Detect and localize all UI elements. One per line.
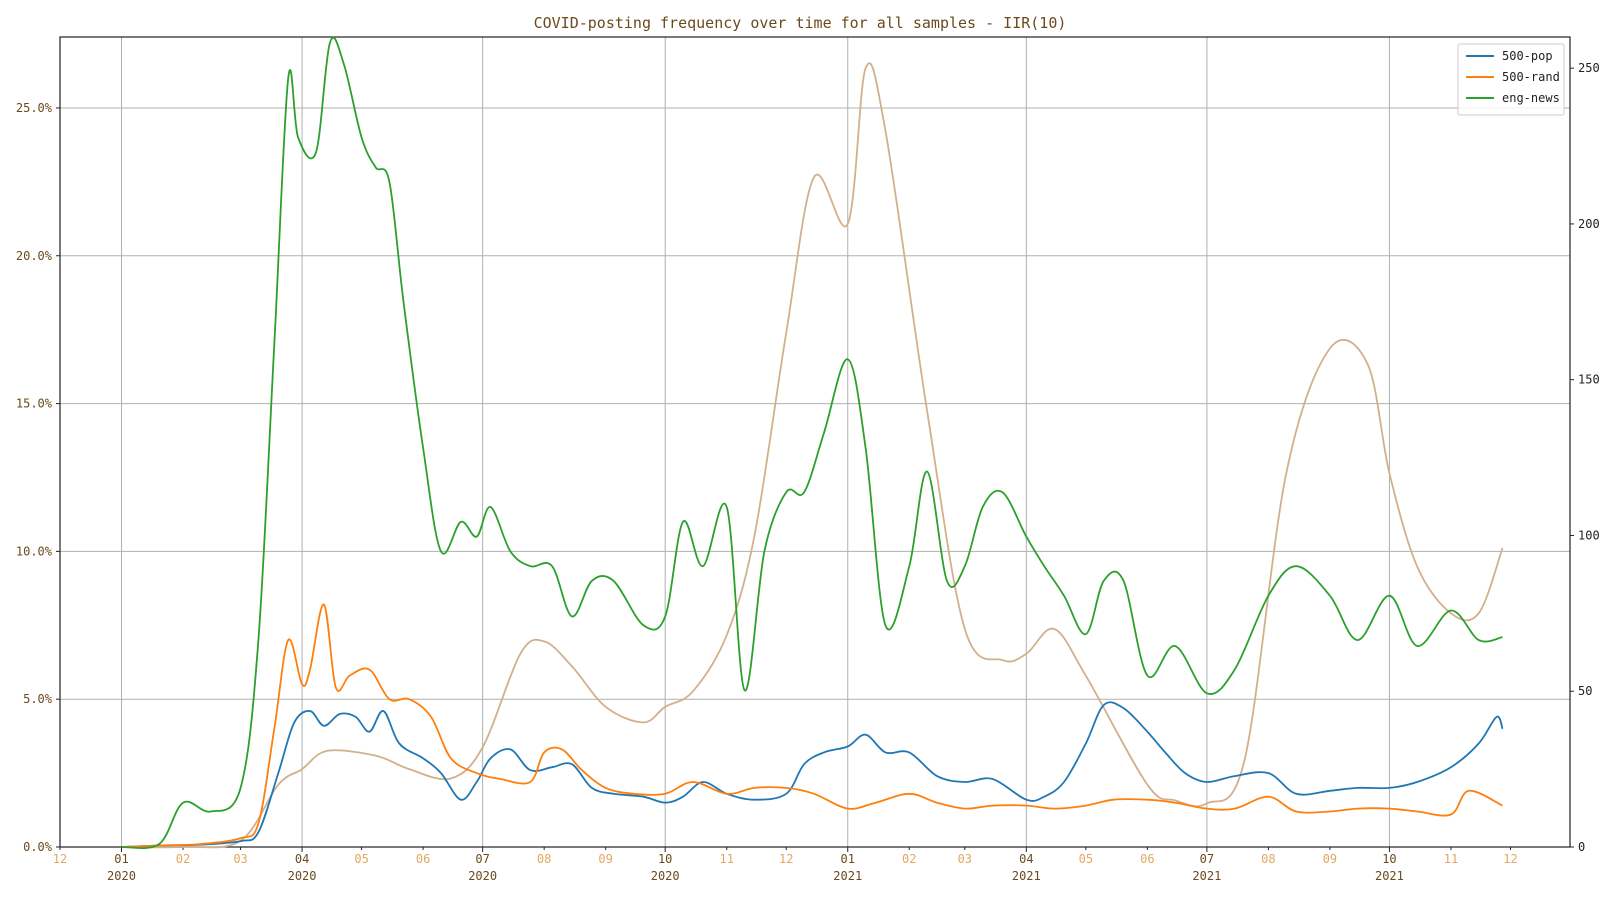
x-tick-label-year: 2021 xyxy=(1192,869,1221,883)
x-tick-label-month: 07 xyxy=(475,852,489,866)
x-minor-tick-label: 08 xyxy=(1261,852,1275,866)
y2-tick-label: 150 xyxy=(1578,373,1600,387)
y2-tick-label: 200 xyxy=(1578,217,1600,231)
x-tick-label-year: 2021 xyxy=(1012,869,1041,883)
legend-label: 500-rand xyxy=(1502,70,1560,84)
x-minor-tick-label: 05 xyxy=(1079,852,1093,866)
y-tick-label: 5.0% xyxy=(23,692,53,706)
grid xyxy=(60,37,1570,848)
legend-label: 500-pop xyxy=(1502,49,1553,63)
x-minor-tick-label: 06 xyxy=(1140,852,1154,866)
x-minor-tick-label: 05 xyxy=(354,852,368,866)
x-tick-label-month: 04 xyxy=(1019,852,1033,866)
y-tick-label: 15.0% xyxy=(16,397,53,411)
series-line-500-rand xyxy=(121,603,1503,848)
x-minor-tick-label: 12 xyxy=(53,852,67,866)
x-minor-tick-label: 12 xyxy=(779,852,793,866)
x-minor-tick-label: 08 xyxy=(537,852,551,866)
y-tick-label: 10.0% xyxy=(16,544,53,558)
x-minor-tick-label: 09 xyxy=(598,852,612,866)
series-line-500-pop xyxy=(121,701,1504,848)
y-axis-left: 0.0% 5.0% 10.0% 15.0% 20.0% 25.0% xyxy=(16,101,60,854)
series-line-eng-news xyxy=(121,36,1503,849)
y-axis-right: 0 50 100 150 200 250 xyxy=(1570,61,1600,854)
x-tick-label-year: 2021 xyxy=(833,869,862,883)
y-tick-label: 20.0% xyxy=(16,249,53,263)
y-tick-label: 0.0% xyxy=(23,840,53,854)
x-tick-label-month: 10 xyxy=(1382,852,1396,866)
x-minor-tick-label: 12 xyxy=(1503,852,1517,866)
x-minor-tick-label: 09 xyxy=(1323,852,1337,866)
x-minor-tick-label: 02 xyxy=(902,852,916,866)
y2-tick-label: 250 xyxy=(1578,61,1600,75)
x-tick-label-year: 2020 xyxy=(651,869,680,883)
y2-tick-label: 100 xyxy=(1578,528,1600,542)
y2-tick-label: 0 xyxy=(1578,840,1585,854)
y-tick-label: 25.0% xyxy=(16,101,53,115)
x-minor-tick-label: 06 xyxy=(416,852,430,866)
series-layer xyxy=(121,36,1504,849)
x-tick-label-year: 2020 xyxy=(468,869,497,883)
legend-label: eng-news xyxy=(1502,91,1560,105)
x-tick-label-month: 04 xyxy=(295,852,309,866)
x-tick-label-year: 2020 xyxy=(288,869,317,883)
x-tick-label-month: 07 xyxy=(1200,852,1214,866)
x-axis: 01 2020 04 2020 07 2020 10 2020 01 2021 04 2021 07 20… xyxy=(53,847,1518,883)
x-minor-tick-label: 11 xyxy=(1444,852,1458,866)
x-minor-tick-label: 02 xyxy=(176,852,190,866)
legend: 500-pop 500-rand eng-news xyxy=(1457,43,1565,116)
x-tick-label-month: 01 xyxy=(114,852,128,866)
x-tick-label-year: 2021 xyxy=(1375,869,1404,883)
chart-title: COVID-posting frequency over time for al… xyxy=(534,14,1067,32)
x-tick-label-month: 01 xyxy=(841,852,855,866)
y2-tick-label: 50 xyxy=(1578,684,1592,698)
x-minor-tick-label: 11 xyxy=(719,852,733,866)
x-tick-label-year: 2020 xyxy=(107,869,136,883)
x-tick-label-month: 10 xyxy=(658,852,672,866)
x-minor-tick-label: 03 xyxy=(958,852,972,866)
plot-area-frame xyxy=(59,36,1571,848)
series-line-right-axis xyxy=(121,62,1504,849)
x-minor-tick-label: 03 xyxy=(233,852,247,866)
